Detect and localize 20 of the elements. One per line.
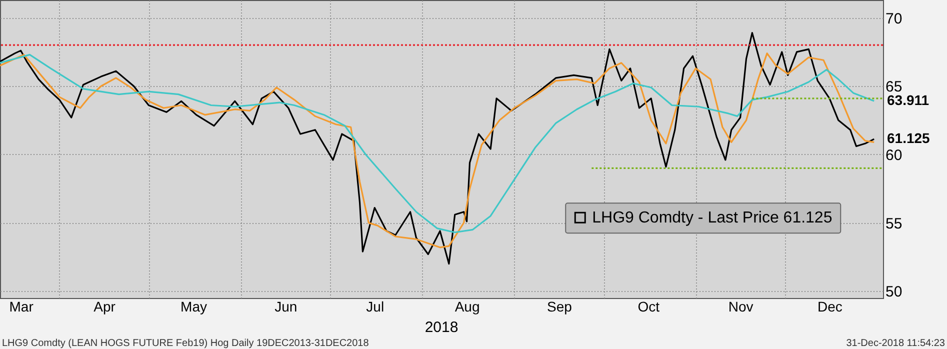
line-series xyxy=(0,32,875,265)
y-tick-label: 60 xyxy=(886,146,902,164)
x-tick-label: Aug xyxy=(454,298,480,314)
y-tick-label: 50 xyxy=(886,284,902,301)
x-axis-title: 2018 xyxy=(424,319,458,336)
x-tick-label: Jun xyxy=(274,298,298,314)
text: 31-Dec-2018 11:54:23 xyxy=(846,338,946,349)
x-tick-label: Nov xyxy=(728,298,754,314)
x-tick-label: Mar xyxy=(9,298,34,314)
legend-label: LHG9 Comdty - Last Price 61.125 xyxy=(592,210,832,227)
text: LHG9 Comdty (LEAN HOGS FUTURE Feb19) Hog Daily 19DEC2013-31DEC2018 xyxy=(2,338,370,349)
x-tick-label: Apr xyxy=(94,298,116,314)
x-tick-label: Dec xyxy=(818,298,842,314)
y-tick-label: 70 xyxy=(886,10,902,28)
x-tick-label: Oct xyxy=(638,298,660,314)
x-tick-label: Jul xyxy=(366,298,384,314)
x-tick-label: May xyxy=(180,298,207,314)
annotation: 61.125 xyxy=(887,130,930,146)
y-tick-label: 55 xyxy=(886,215,902,232)
x-tick-label: Sep xyxy=(546,298,572,314)
